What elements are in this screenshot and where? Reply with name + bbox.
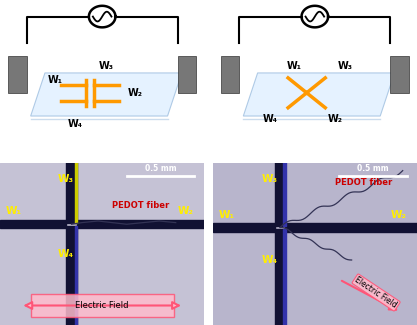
Bar <box>66 226 77 325</box>
Bar <box>0 220 66 228</box>
Polygon shape <box>244 73 394 116</box>
Polygon shape <box>8 56 27 93</box>
Text: W₄: W₄ <box>68 119 83 129</box>
Text: W₁: W₁ <box>6 206 22 216</box>
Bar <box>283 161 286 226</box>
Bar <box>275 229 285 325</box>
Bar <box>77 220 204 228</box>
Text: W₃: W₃ <box>57 174 73 184</box>
Text: W₂: W₂ <box>390 210 407 220</box>
Text: PEDOT fiber: PEDOT fiber <box>112 201 170 210</box>
Text: 0.5 mm: 0.5 mm <box>145 163 176 173</box>
Polygon shape <box>390 56 409 93</box>
Bar <box>213 224 275 231</box>
Polygon shape <box>30 73 182 116</box>
Text: W₃: W₃ <box>262 174 278 184</box>
Polygon shape <box>221 56 239 93</box>
Text: W₄: W₄ <box>262 114 277 124</box>
Text: W₂: W₂ <box>178 206 194 216</box>
Bar <box>285 224 417 231</box>
Bar <box>75 226 77 325</box>
Text: Electric Field: Electric Field <box>75 301 129 310</box>
Bar <box>75 161 77 223</box>
Text: W₂: W₂ <box>127 88 142 98</box>
Bar <box>275 161 285 226</box>
Bar <box>66 161 77 223</box>
Text: W₄: W₄ <box>262 255 278 265</box>
Text: Electric Field: Electric Field <box>353 275 399 310</box>
Text: W₁: W₁ <box>219 210 235 220</box>
Text: W₃: W₃ <box>99 61 114 71</box>
Bar <box>283 229 286 325</box>
Text: W₁: W₁ <box>287 61 302 71</box>
Text: W₃: W₃ <box>338 61 353 71</box>
Text: W₄: W₄ <box>57 249 73 259</box>
FancyBboxPatch shape <box>31 294 173 317</box>
Text: PEDOT fiber: PEDOT fiber <box>335 178 392 187</box>
Polygon shape <box>178 56 196 93</box>
Text: 0.5 mm: 0.5 mm <box>357 163 389 173</box>
Text: W₁: W₁ <box>48 74 63 84</box>
Text: W₂: W₂ <box>328 114 343 124</box>
